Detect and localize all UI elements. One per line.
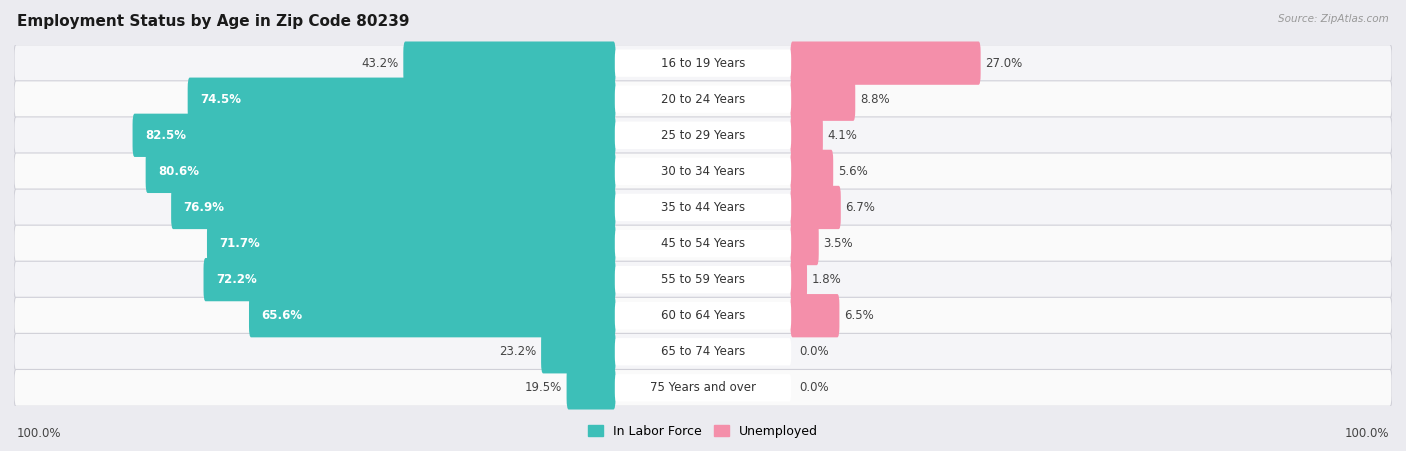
FancyBboxPatch shape (614, 86, 792, 113)
FancyBboxPatch shape (614, 230, 792, 257)
FancyBboxPatch shape (790, 294, 839, 337)
FancyBboxPatch shape (541, 330, 616, 373)
Text: 60 to 64 Years: 60 to 64 Years (661, 309, 745, 322)
FancyBboxPatch shape (614, 122, 792, 149)
FancyBboxPatch shape (790, 78, 855, 121)
Text: Source: ZipAtlas.com: Source: ZipAtlas.com (1278, 14, 1389, 23)
FancyBboxPatch shape (614, 158, 792, 185)
FancyBboxPatch shape (14, 117, 1392, 154)
FancyBboxPatch shape (172, 186, 616, 229)
FancyBboxPatch shape (249, 294, 616, 337)
FancyBboxPatch shape (790, 41, 980, 85)
FancyBboxPatch shape (790, 222, 818, 265)
Text: 45 to 54 Years: 45 to 54 Years (661, 237, 745, 250)
Text: 30 to 34 Years: 30 to 34 Years (661, 165, 745, 178)
Text: 65 to 74 Years: 65 to 74 Years (661, 345, 745, 358)
FancyBboxPatch shape (614, 302, 792, 329)
FancyBboxPatch shape (790, 114, 823, 157)
Text: 65.6%: 65.6% (262, 309, 302, 322)
FancyBboxPatch shape (14, 333, 1392, 370)
Text: 19.5%: 19.5% (524, 382, 562, 394)
Text: 71.7%: 71.7% (219, 237, 260, 250)
Text: 3.5%: 3.5% (824, 237, 853, 250)
FancyBboxPatch shape (14, 189, 1392, 226)
Text: 43.2%: 43.2% (361, 57, 398, 69)
Text: 4.1%: 4.1% (828, 129, 858, 142)
FancyBboxPatch shape (14, 297, 1392, 334)
FancyBboxPatch shape (14, 369, 1392, 406)
Text: 0.0%: 0.0% (800, 345, 830, 358)
FancyBboxPatch shape (614, 338, 792, 365)
Text: 0.0%: 0.0% (800, 382, 830, 394)
Text: 82.5%: 82.5% (145, 129, 186, 142)
FancyBboxPatch shape (614, 266, 792, 293)
FancyBboxPatch shape (14, 153, 1392, 190)
FancyBboxPatch shape (614, 50, 792, 77)
FancyBboxPatch shape (14, 261, 1392, 298)
FancyBboxPatch shape (790, 258, 807, 301)
Text: 100.0%: 100.0% (17, 427, 62, 440)
Text: 27.0%: 27.0% (986, 57, 1022, 69)
FancyBboxPatch shape (146, 150, 616, 193)
FancyBboxPatch shape (404, 41, 616, 85)
Text: 6.5%: 6.5% (844, 309, 875, 322)
Text: 5.6%: 5.6% (838, 165, 868, 178)
FancyBboxPatch shape (790, 150, 834, 193)
FancyBboxPatch shape (187, 78, 616, 121)
FancyBboxPatch shape (204, 258, 616, 301)
Legend: In Labor Force, Unemployed: In Labor Force, Unemployed (583, 420, 823, 443)
FancyBboxPatch shape (14, 45, 1392, 82)
Text: 80.6%: 80.6% (157, 165, 200, 178)
Text: 23.2%: 23.2% (499, 345, 536, 358)
Text: 72.2%: 72.2% (217, 273, 257, 286)
Text: 8.8%: 8.8% (860, 93, 890, 106)
Text: 75 Years and over: 75 Years and over (650, 382, 756, 394)
Text: 6.7%: 6.7% (845, 201, 876, 214)
Text: 55 to 59 Years: 55 to 59 Years (661, 273, 745, 286)
FancyBboxPatch shape (132, 114, 616, 157)
Text: 25 to 29 Years: 25 to 29 Years (661, 129, 745, 142)
FancyBboxPatch shape (14, 81, 1392, 118)
Text: 100.0%: 100.0% (1344, 427, 1389, 440)
FancyBboxPatch shape (207, 222, 616, 265)
FancyBboxPatch shape (790, 186, 841, 229)
Text: 76.9%: 76.9% (184, 201, 225, 214)
Text: Employment Status by Age in Zip Code 80239: Employment Status by Age in Zip Code 802… (17, 14, 409, 28)
Text: 16 to 19 Years: 16 to 19 Years (661, 57, 745, 69)
Text: 35 to 44 Years: 35 to 44 Years (661, 201, 745, 214)
FancyBboxPatch shape (567, 366, 616, 410)
Text: 20 to 24 Years: 20 to 24 Years (661, 93, 745, 106)
Text: 1.8%: 1.8% (811, 273, 842, 286)
FancyBboxPatch shape (614, 374, 792, 401)
FancyBboxPatch shape (614, 194, 792, 221)
Text: 74.5%: 74.5% (200, 93, 240, 106)
FancyBboxPatch shape (14, 225, 1392, 262)
